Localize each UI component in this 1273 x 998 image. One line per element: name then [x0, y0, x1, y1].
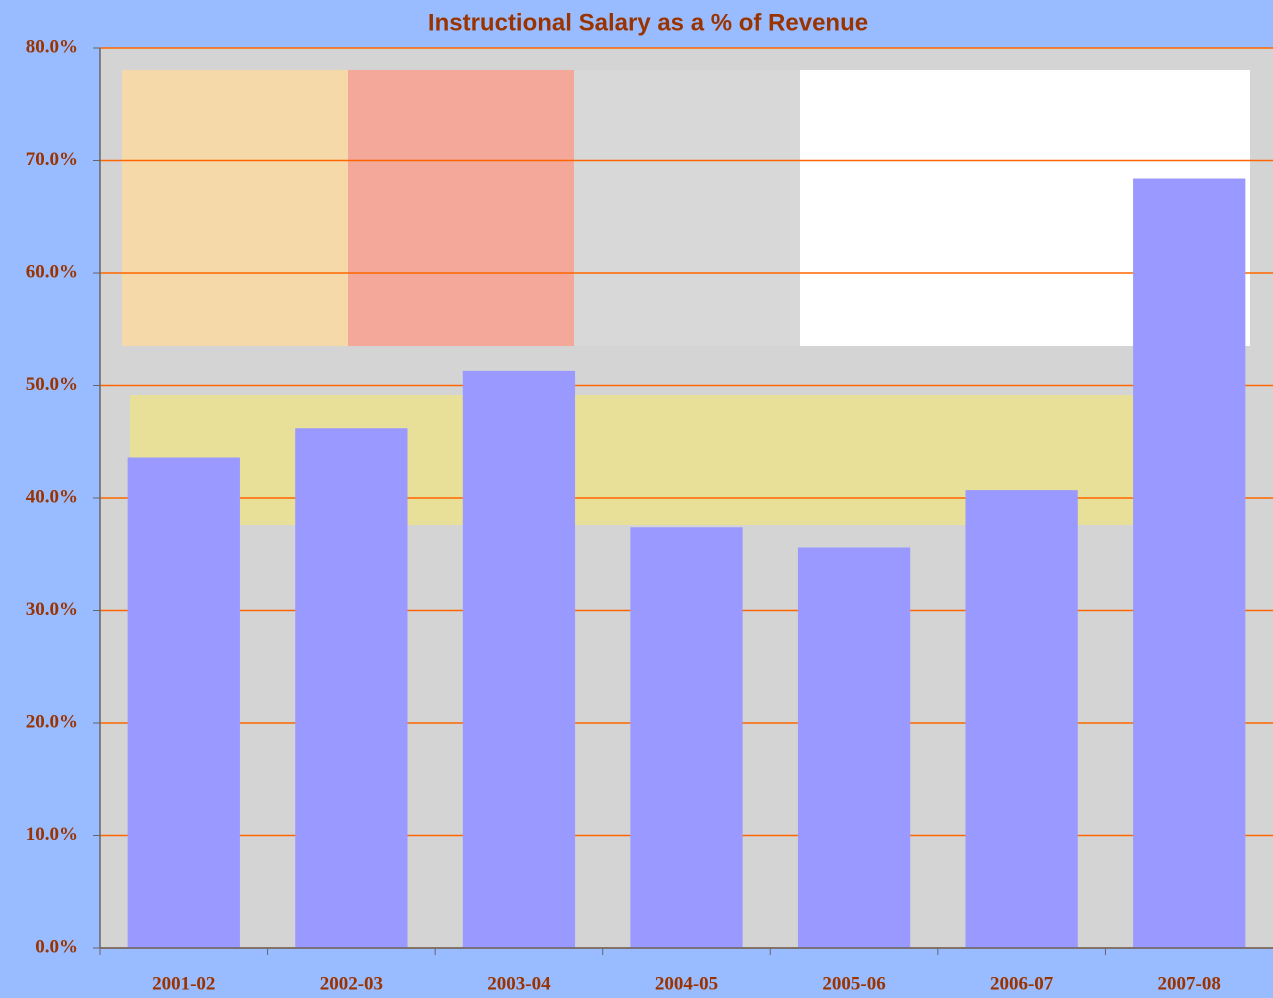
bar: [630, 527, 742, 948]
x-tick-label: 2003-04: [487, 973, 551, 994]
bar: [1133, 179, 1245, 949]
y-tick-label: 40.0%: [26, 486, 78, 507]
y-tick-label: 0.0%: [35, 936, 78, 957]
bar: [463, 371, 575, 948]
x-tick-label: 2007-08: [1158, 973, 1221, 994]
y-tick-label: 10.0%: [26, 824, 78, 845]
x-tick-label: 2002-03: [320, 973, 383, 994]
decor-panel: [574, 70, 800, 346]
x-tick-label: 2004-05: [655, 973, 718, 994]
y-tick-label: 30.0%: [26, 599, 78, 620]
y-tick-label: 60.0%: [26, 261, 78, 282]
bar: [295, 428, 407, 948]
x-tick-label: 2001-02: [152, 973, 215, 994]
decor-panel: [348, 70, 574, 346]
decor-panel: [122, 70, 348, 346]
chart: Instructional Salary as a % of Revenue 0…: [0, 0, 1273, 998]
y-tick-label: 70.0%: [26, 149, 78, 170]
y-tick-label: 50.0%: [26, 374, 78, 395]
bar: [798, 548, 910, 949]
y-tick-label: 20.0%: [26, 711, 78, 732]
bar: [128, 458, 240, 949]
x-tick-label: 2006-07: [990, 973, 1054, 994]
y-tick-label: 80.0%: [26, 36, 78, 57]
bar: [966, 490, 1078, 948]
x-tick-label: 2005-06: [822, 973, 885, 994]
chart-title: Instructional Salary as a % of Revenue: [428, 9, 868, 36]
